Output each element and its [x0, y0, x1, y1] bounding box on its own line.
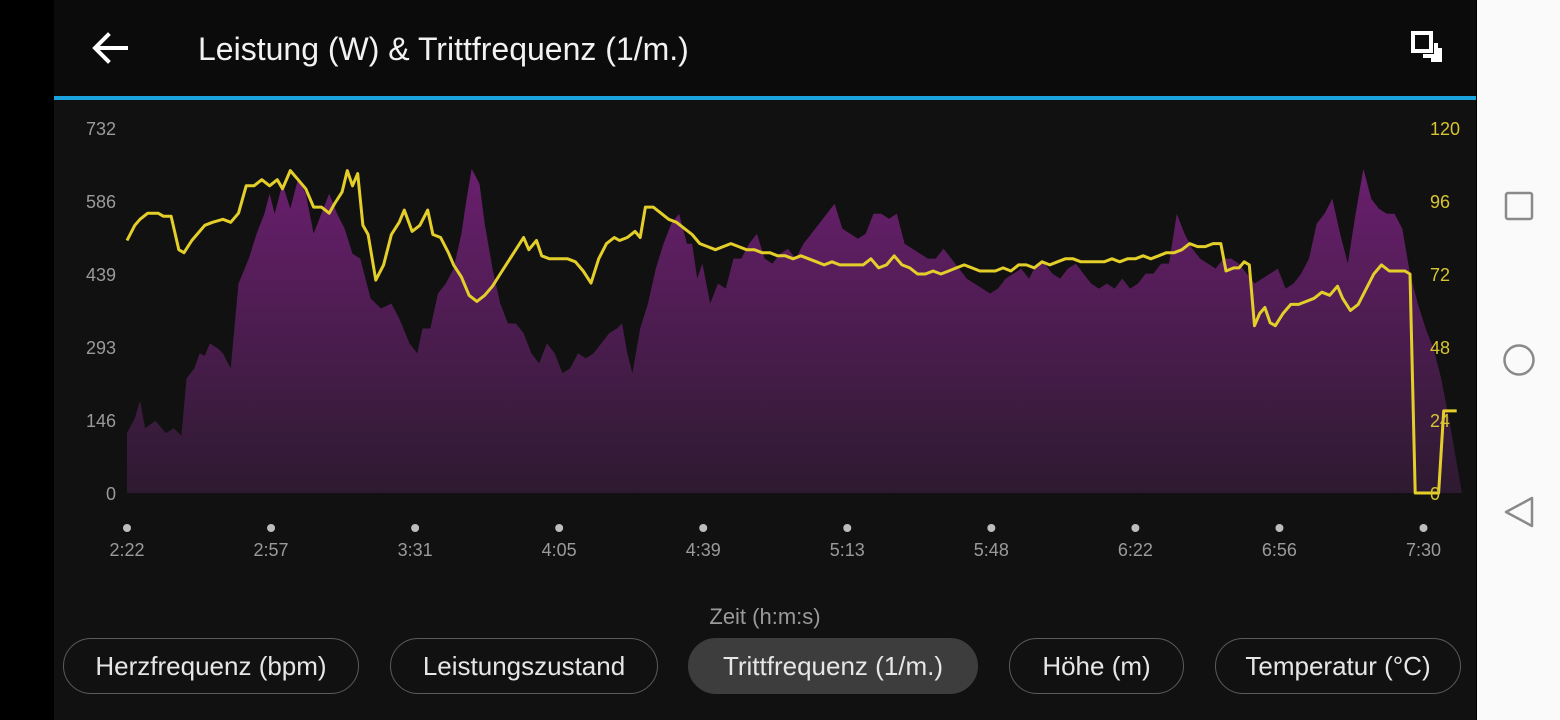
y-right-tick-label: 96 — [1430, 192, 1450, 212]
y-left-tick-label: 0 — [106, 484, 116, 504]
arrow-left-icon — [92, 32, 128, 64]
left-axis-labels: 0 146 293 439 586 732 — [86, 119, 116, 504]
top-app-bar: Leistung (W) & Trittfrequenz (1/m.) — [54, 0, 1476, 96]
x-tick-dot — [555, 524, 564, 532]
x-tick-dot — [1419, 524, 1428, 532]
circle-home-icon — [1503, 344, 1535, 376]
y-right-tick-label: 24 — [1430, 411, 1450, 431]
x-tick-label: 3:31 — [398, 540, 433, 560]
x-tick-dot — [1131, 524, 1140, 532]
x-tick-label: 7:30 — [1406, 540, 1441, 560]
y-right-tick-label: 120 — [1430, 119, 1460, 139]
x-tick-label: 5:48 — [974, 540, 1009, 560]
x-tick-dot — [411, 524, 420, 532]
y-left-tick-label: 439 — [86, 265, 116, 285]
x-axis-title: Zeit (h:m:s) — [709, 604, 821, 629]
nav-back-button[interactable] — [1499, 492, 1539, 532]
page-title: Leistung (W) & Trittfrequenz (1/m.) — [198, 31, 689, 67]
triangle-back-icon — [1504, 496, 1534, 528]
metric-chip[interactable]: Temperatur (°C) — [1215, 638, 1461, 694]
x-tick-label: 6:56 — [1262, 540, 1297, 560]
fullscreen-toggle-icon — [1411, 31, 1442, 62]
app-screen: Leistung (W) & Trittfrequenz (1/m.) 0 146… — [54, 0, 1476, 720]
x-tick-dot — [267, 524, 276, 532]
y-left-tick-label: 732 — [86, 119, 116, 139]
back-button[interactable] — [90, 28, 130, 68]
metric-chip[interactable]: Trittfrequenz (1/m.) — [688, 638, 978, 694]
y-left-tick-label: 293 — [86, 338, 116, 358]
power-area-series — [127, 168, 1462, 493]
metric-chip[interactable]: Leistungszustand — [390, 638, 658, 694]
y-right-tick-label: 0 — [1430, 484, 1440, 504]
x-tick-dot — [123, 524, 131, 532]
cadence-line-series — [125, 169, 1457, 495]
home-button[interactable] — [1499, 340, 1539, 380]
recents-button[interactable] — [1499, 186, 1539, 226]
y-left-tick-label: 586 — [86, 192, 116, 212]
x-tick-label: 6:22 — [1118, 540, 1153, 560]
x-tick-label: 2:57 — [254, 540, 289, 560]
right-axis-labels: 0 24 48 72 96 120 — [1430, 119, 1460, 504]
y-right-tick-label: 48 — [1430, 338, 1450, 358]
metric-chip-row: Herzfrequenz (bpm) Leistungszustand Trittf… — [54, 638, 1476, 696]
metric-chip[interactable]: Herzfrequenz (bpm) — [63, 638, 359, 694]
x-tick-label: 4:39 — [686, 540, 721, 560]
header-accent-divider — [54, 96, 1476, 100]
x-tick-label: 4:05 — [542, 540, 577, 560]
y-left-tick-label: 146 — [86, 411, 116, 431]
x-tick-dot — [843, 524, 852, 532]
cadence-line — [125, 169, 1457, 495]
x-tick-dot — [1275, 524, 1284, 532]
fullscreen-button[interactable] — [1410, 30, 1446, 66]
x-tick-label: 5:13 — [830, 540, 865, 560]
power-cadence-chart[interactable]: 0 146 293 439 586 732 0 24 48 72 96 120 2:22 2:57 3:… — [54, 100, 1476, 570]
x-tick-dot — [699, 524, 708, 532]
y-right-tick-label: 72 — [1430, 265, 1450, 285]
system-nav-bar — [1477, 0, 1560, 720]
x-axis-ticks: 2:22 2:57 3:31 4:05 4:39 5:13 5:48 6:22 6:56 7:30 — [109, 524, 1441, 560]
square-recents-icon — [1504, 191, 1534, 221]
power-area — [127, 168, 1462, 493]
x-tick-label: 2:22 — [109, 540, 144, 560]
x-tick-dot — [987, 524, 996, 532]
metric-chip[interactable]: Höhe (m) — [1009, 638, 1184, 694]
